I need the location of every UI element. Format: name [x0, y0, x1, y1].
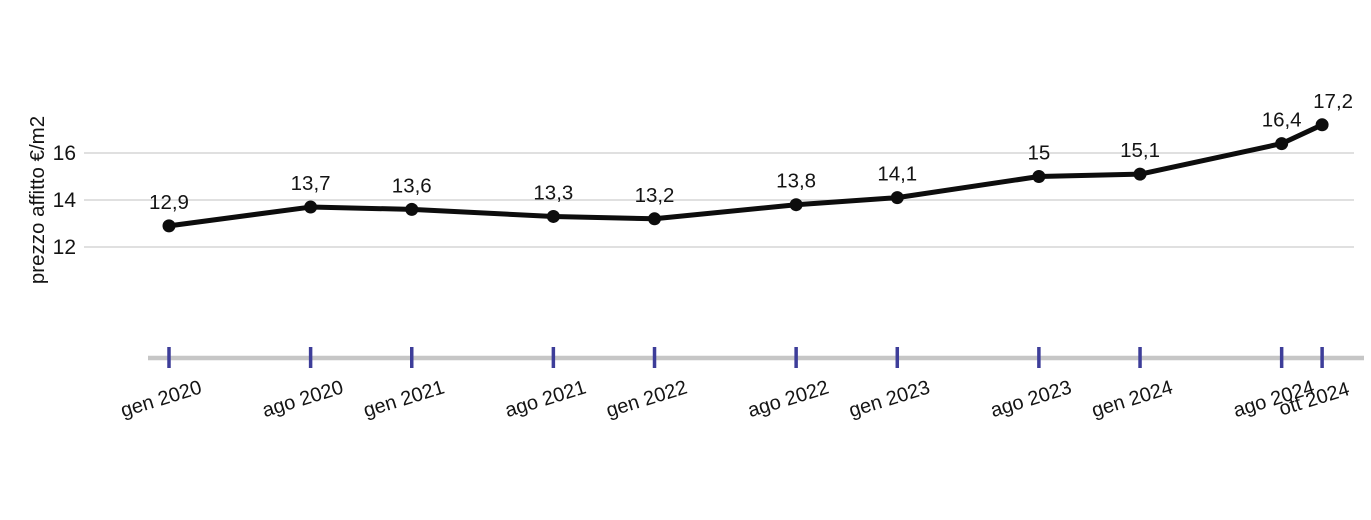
x-tick-label: ago 2023	[988, 377, 1074, 422]
data-point-label: 13,7	[291, 172, 331, 195]
data-point-label: 14,1	[877, 163, 917, 186]
data-point	[162, 219, 176, 233]
x-tick-label: ago 2022	[745, 377, 831, 422]
data-point-label: 15	[1027, 142, 1050, 165]
data-point	[1032, 170, 1046, 183]
y-tick-label: 12	[53, 236, 76, 259]
data-point-label: 13,3	[533, 181, 573, 204]
data-point-label: 13,8	[776, 170, 816, 193]
x-tick-label: ago 2020	[260, 377, 346, 422]
y-axis-title: prezzo affitto €/m2	[26, 116, 49, 284]
data-point-label: 12,9	[149, 191, 189, 214]
data-point-label: 13,2	[635, 184, 675, 207]
x-tick-label: ago 2021	[503, 377, 589, 422]
data-point	[546, 209, 560, 223]
data-point-label: 16,4	[1262, 109, 1302, 132]
data-point	[789, 198, 803, 212]
x-tick-label: gen 2020	[118, 377, 204, 422]
data-point-label: 15,1	[1120, 139, 1160, 162]
data-point-label: 13,6	[392, 174, 432, 197]
data-point	[648, 212, 662, 226]
y-tick-label: 16	[53, 142, 76, 165]
x-tick-label: gen 2023	[846, 377, 932, 422]
data-point	[304, 200, 318, 214]
data-point	[1315, 118, 1329, 132]
x-tick-label: gen 2022	[604, 377, 690, 422]
x-tick-label: gen 2021	[361, 377, 447, 422]
data-point	[1275, 137, 1289, 151]
y-tick-label: 14	[53, 189, 77, 212]
data-point-label: 17,2	[1313, 90, 1353, 113]
data-point	[890, 191, 904, 205]
x-tick-label: gen 2024	[1089, 377, 1175, 422]
data-point	[405, 202, 419, 216]
data-point	[1133, 167, 1147, 181]
